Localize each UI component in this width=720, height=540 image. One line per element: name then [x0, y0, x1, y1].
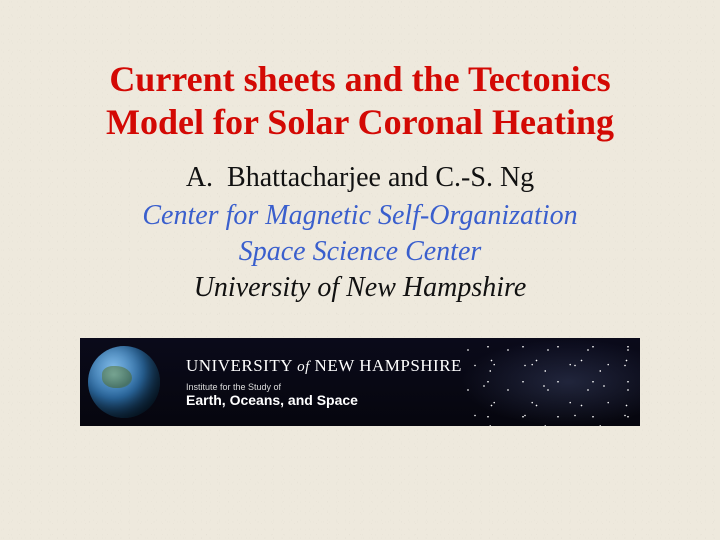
banner-institute-small: Institute for the Study of — [186, 382, 462, 392]
banner-uni-of: of — [297, 359, 310, 375]
banner-text-block: University of New Hampshire Institute fo… — [186, 356, 462, 408]
earth-globe-icon — [88, 346, 160, 418]
banner-university-line: University of New Hampshire — [186, 356, 462, 376]
footer-banner: University of New Hampshire Institute fo… — [80, 338, 640, 426]
affiliation-2: Space Science Center — [239, 236, 482, 268]
starfield-icon — [460, 338, 640, 426]
authors-prefix: A. — [186, 162, 213, 193]
authors-names: Bhattacharjee and C.-S. Ng — [227, 162, 534, 193]
authors-line: A. Bhattacharjee and C.-S. Ng — [186, 162, 534, 194]
slide-title: Current sheets and the Tectonics Model f… — [80, 58, 640, 144]
affiliation-1: Center for Magnetic Self-Organization — [142, 200, 577, 232]
banner-uni-part1: University — [186, 356, 292, 375]
banner-uni-part2: New Hampshire — [315, 356, 462, 375]
affiliation-3: University of New Hampshire — [194, 272, 527, 304]
banner-institute-big: Earth, Oceans, and Space — [186, 392, 462, 408]
